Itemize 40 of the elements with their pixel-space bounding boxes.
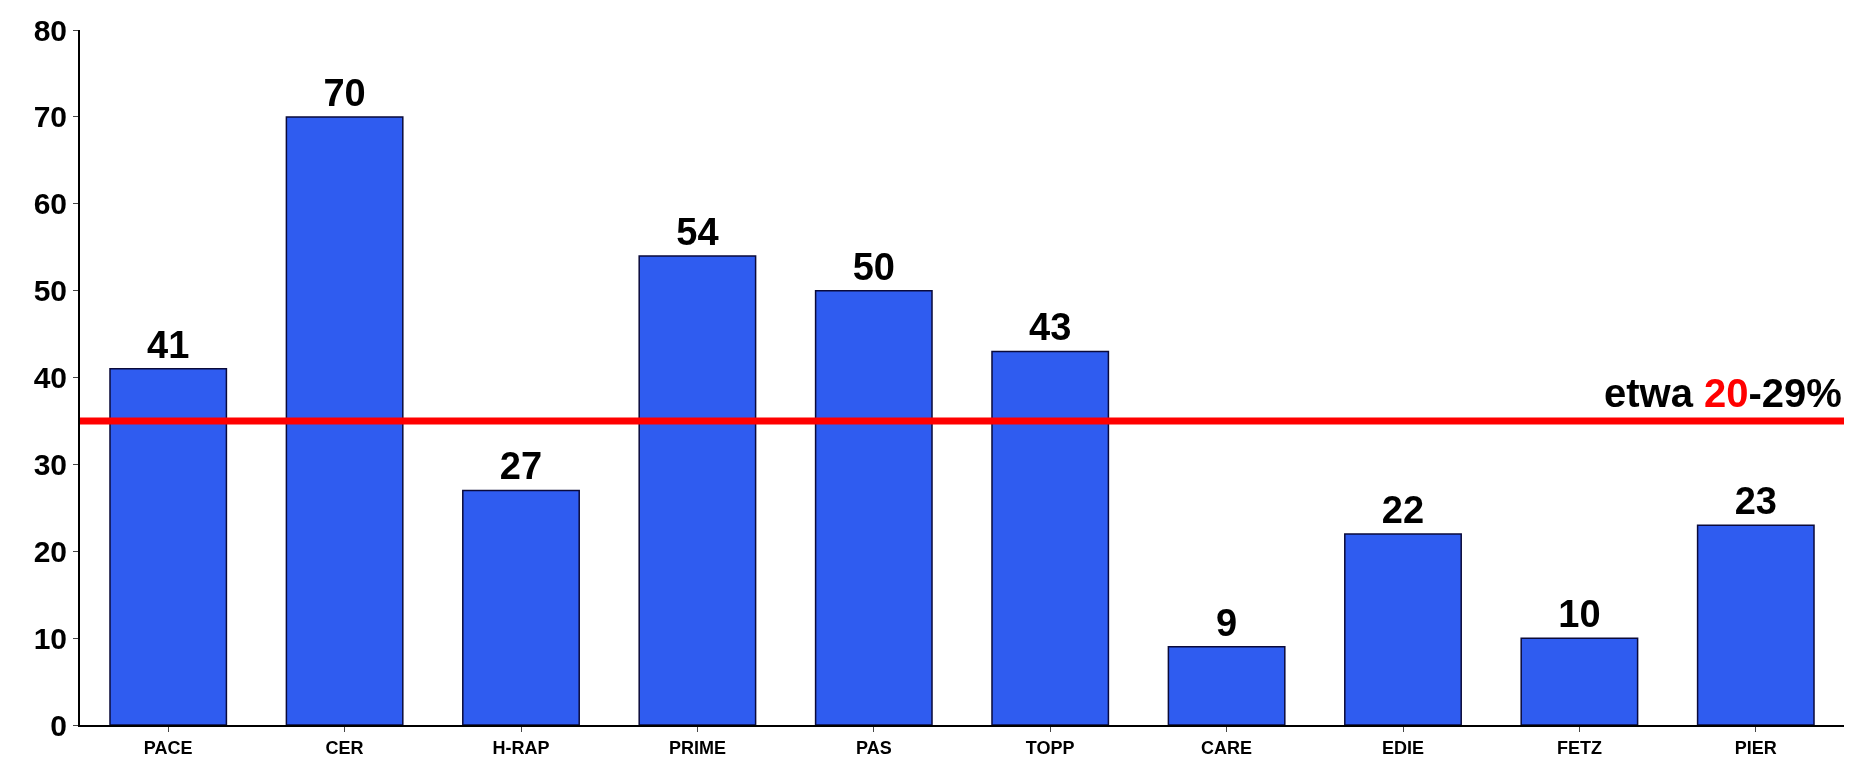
bar	[991, 350, 1110, 725]
bar	[1167, 646, 1286, 725]
x-tick-label: EDIE	[1381, 737, 1425, 758]
data-label: 23	[1734, 480, 1777, 523]
bar	[462, 489, 580, 725]
y-tick-label: 30	[33, 447, 67, 481]
data-label: 9	[1216, 601, 1238, 644]
bar	[638, 255, 757, 725]
x-tick-label: PAS	[855, 737, 892, 758]
data-label: 50	[852, 245, 895, 288]
ref-line-label: etwa 20-29%	[1604, 371, 1842, 415]
y-tick-label: 0	[50, 708, 67, 742]
x-tick-label: TOPP	[1025, 737, 1075, 758]
bar	[1696, 524, 1815, 725]
data-label: 41	[147, 323, 190, 366]
y-tick-label: 60	[33, 187, 67, 221]
y-tick-label: 10	[33, 621, 67, 655]
data-label: 27	[499, 445, 543, 488]
y-tick-label: 20	[33, 534, 67, 568]
y-tick-label: 50	[33, 274, 67, 308]
bar	[109, 368, 228, 725]
data-label: 43	[1029, 306, 1072, 349]
x-tick-label: PIER	[1734, 737, 1777, 758]
data-label: 70	[323, 71, 366, 114]
data-label: 22	[1381, 488, 1425, 531]
x-tick-label: H-RAP	[492, 737, 550, 758]
x-tick-label: PACE	[143, 737, 193, 758]
bar	[814, 289, 933, 725]
x-tick-label: CER	[325, 737, 364, 758]
x-tick-label: PRIME	[668, 737, 726, 758]
x-tick-label: FETZ	[1556, 737, 1602, 758]
y-tick-label: 80	[33, 13, 67, 47]
x-tick-label: CARE	[1201, 737, 1253, 758]
data-label: 10	[1558, 593, 1601, 636]
data-label: 54	[676, 210, 719, 253]
bar	[285, 116, 404, 725]
bar	[1344, 533, 1462, 725]
bar	[1520, 637, 1639, 725]
y-tick-label: 70	[33, 100, 67, 134]
y-tick-label: 40	[33, 361, 67, 394]
